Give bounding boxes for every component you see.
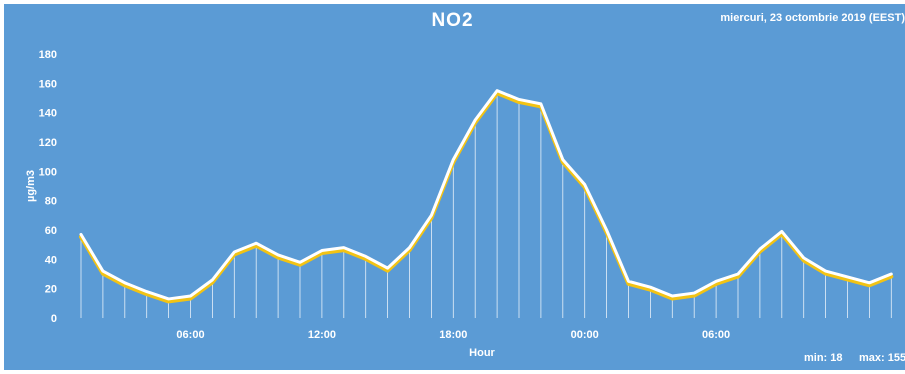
y-tick-label: 80 — [45, 196, 57, 208]
y-tick-label: 160 — [39, 78, 57, 90]
series-line-shadow — [79, 91, 894, 304]
y-tick-label: 40 — [45, 254, 57, 266]
date-label: miercuri, 23 octombrie 2019 (EEST) — [720, 12, 905, 24]
x-axis-ticks: 06:00 12:00 18:00 00:00 06:00 — [176, 329, 730, 341]
y-axis-title: µg/m3 — [25, 170, 37, 202]
x-tick-label: 06:00 — [702, 329, 730, 341]
max-value-label: max: 155 — [859, 352, 905, 364]
y-tick-label: 60 — [45, 225, 57, 237]
y-tick-label: 20 — [45, 284, 57, 296]
y-tick-label: 120 — [39, 137, 57, 149]
x-tick-label: 12:00 — [308, 329, 336, 341]
x-axis-title: Hour — [469, 347, 495, 359]
chart-panel — [4, 4, 905, 370]
y-tick-label: 0 — [51, 313, 57, 325]
y-tick-label: 140 — [39, 108, 57, 120]
x-tick-label: 18:00 — [439, 329, 467, 341]
x-tick-label: 06:00 — [176, 329, 204, 341]
min-value-label: min: 18 — [804, 352, 843, 364]
drop-lines — [80, 90, 892, 318]
y-tick-label: 180 — [39, 49, 57, 61]
x-tick-label: 00:00 — [571, 329, 599, 341]
series-line — [79, 89, 893, 301]
y-axis-ticks: 0 20 40 60 80 100 120 140 160 180 — [39, 49, 57, 325]
y-tick-label: 100 — [39, 166, 57, 178]
chart-title: NO2 — [431, 10, 474, 31]
